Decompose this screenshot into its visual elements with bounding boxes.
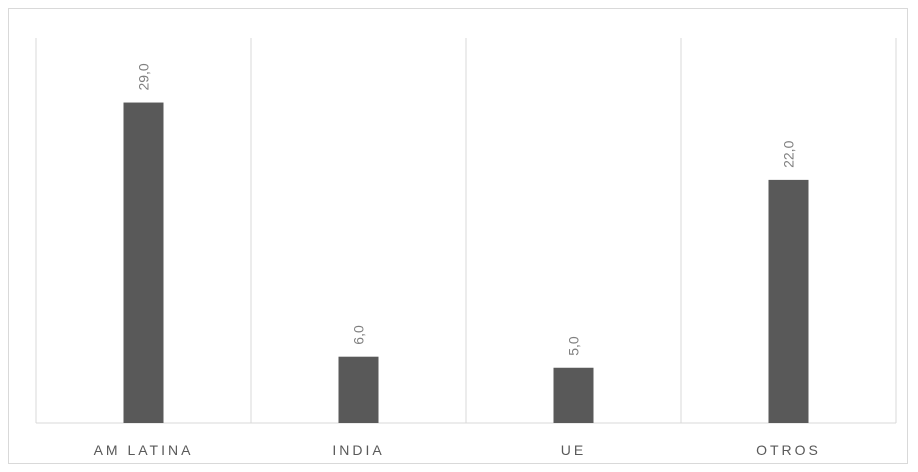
bar-otros	[768, 179, 809, 423]
data-label: 29,0	[136, 63, 152, 90]
data-label: 22,0	[781, 140, 797, 167]
x-tick-label: AM LATINA	[94, 442, 194, 458]
x-tick-label: INDIA	[332, 442, 384, 458]
x-tick-label: UE	[561, 442, 586, 458]
data-label: 6,0	[351, 325, 367, 345]
bar-ue	[553, 367, 594, 423]
x-tick-label: OTROS	[756, 442, 821, 458]
bar-india	[338, 356, 379, 423]
bar-am-latina	[123, 102, 164, 423]
data-label: 5,0	[566, 336, 582, 356]
